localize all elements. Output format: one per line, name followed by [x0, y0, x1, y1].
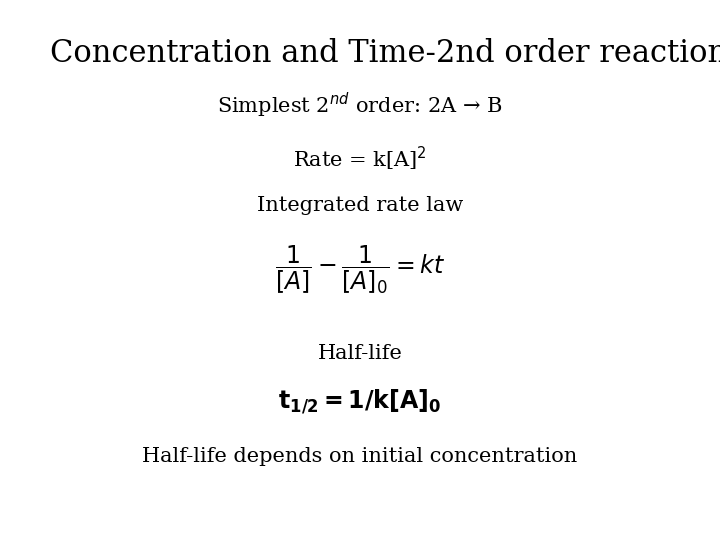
- Text: $\dfrac{1}{[A]} - \dfrac{1}{[A]_0} = kt$: $\dfrac{1}{[A]} - \dfrac{1}{[A]_0} = kt$: [275, 244, 445, 296]
- Text: Concentration and Time-2nd order reactions: Concentration and Time-2nd order reactio…: [50, 38, 720, 69]
- Text: $\mathbf{t_{1/2} = 1/k[A]_0}$: $\mathbf{t_{1/2} = 1/k[A]_0}$: [279, 388, 441, 416]
- Text: Half-life: Half-life: [318, 344, 402, 363]
- Text: Rate = k[A]$^{2}$: Rate = k[A]$^{2}$: [293, 145, 427, 173]
- Text: Half-life depends on initial concentration: Half-life depends on initial concentrati…: [143, 447, 577, 466]
- Text: Simplest 2$^{nd}$ order: 2A → B: Simplest 2$^{nd}$ order: 2A → B: [217, 91, 503, 120]
- Text: Integrated rate law: Integrated rate law: [257, 195, 463, 215]
